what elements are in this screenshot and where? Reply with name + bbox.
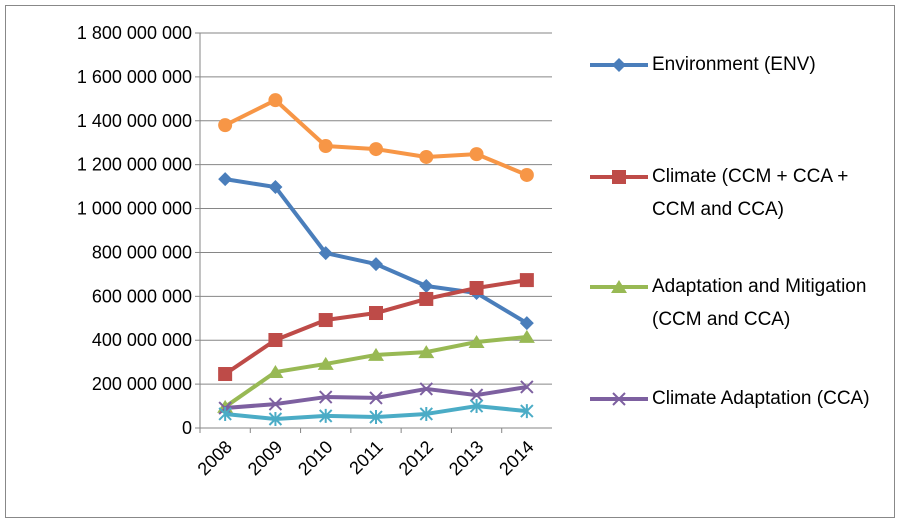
y-tick-label: 1 000 000 000	[77, 199, 192, 219]
marker	[268, 93, 283, 108]
legend-label: Climate Adaptation (CCA)	[652, 388, 870, 409]
y-tick-label: 1 400 000 000	[77, 111, 192, 131]
y-tick-label: 400 000 000	[92, 330, 192, 350]
marker	[319, 408, 333, 423]
marker	[268, 333, 283, 348]
marker	[419, 149, 434, 164]
y-tick-label: 1 800 000 000	[77, 23, 192, 43]
marker	[318, 313, 333, 328]
marker	[318, 139, 333, 154]
marker	[469, 147, 484, 162]
marker	[520, 404, 534, 419]
marker	[419, 279, 434, 294]
y-tick-label: 200 000 000	[92, 374, 192, 394]
marker	[267, 365, 284, 379]
marker	[611, 280, 627, 293]
marker	[612, 392, 626, 406]
y-tick-label: 0	[182, 418, 192, 438]
marker	[419, 382, 433, 396]
marker	[469, 280, 484, 295]
marker	[469, 388, 484, 402]
legend-label: Environment (ENV)	[652, 54, 816, 75]
legend-label: Adaptation and Mitigation (CCM and CCA)	[652, 276, 867, 330]
marker	[519, 167, 534, 182]
marker	[369, 306, 383, 321]
marker	[612, 170, 626, 184]
legend-label: Climate (CCM + CCA + CCM and CCA)	[652, 166, 849, 220]
marker	[368, 347, 384, 361]
marker	[418, 345, 435, 359]
marker	[218, 118, 233, 133]
marker	[268, 412, 283, 427]
y-tick-label: 600 000 000	[92, 286, 192, 306]
marker	[369, 410, 383, 425]
marker	[519, 316, 534, 331]
marker	[268, 180, 283, 195]
marker	[519, 273, 534, 288]
marker	[469, 399, 484, 414]
marker	[612, 58, 626, 72]
marker	[369, 391, 383, 405]
marker	[319, 390, 333, 404]
marker	[468, 334, 485, 348]
marker	[318, 246, 333, 261]
marker	[317, 356, 334, 370]
chart-frame	[5, 5, 895, 518]
marker	[218, 367, 233, 382]
marker	[369, 142, 383, 157]
marker	[369, 257, 383, 272]
y-tick-label: 800 000 000	[92, 242, 192, 262]
marker	[419, 406, 433, 421]
marker	[268, 397, 283, 411]
y-tick-label: 1 200 000 000	[77, 155, 192, 175]
marker	[520, 380, 534, 394]
marker	[419, 291, 434, 306]
marker	[218, 172, 233, 187]
marker	[518, 329, 535, 343]
y-tick-label: 1 600 000 000	[77, 67, 192, 87]
marker	[218, 406, 232, 421]
